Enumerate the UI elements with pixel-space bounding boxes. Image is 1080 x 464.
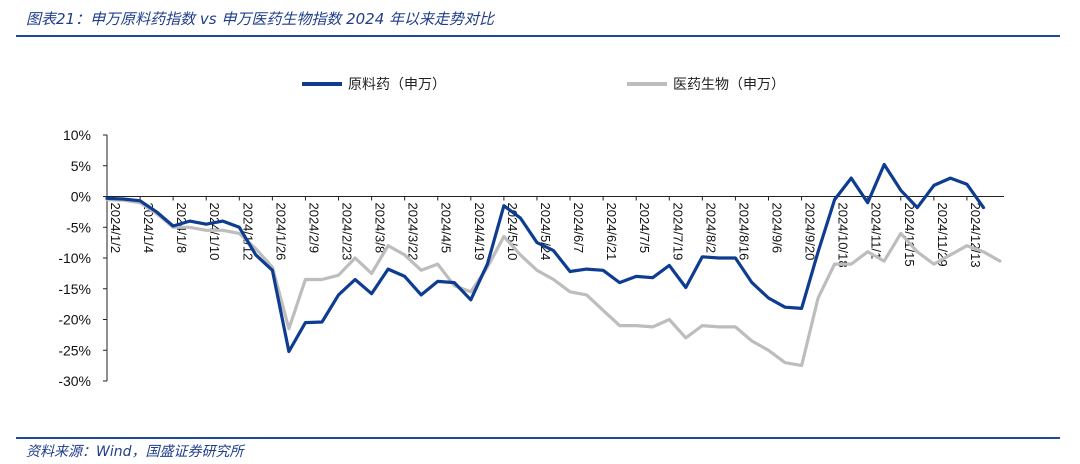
x-tick-label: 2024/7/19: [670, 203, 685, 261]
x-tick-label: 2024/11/15: [902, 203, 917, 267]
x-tick-label: 2024/3/8: [373, 203, 388, 254]
y-axis: 10% 5% 0% -5% -10% -15% -20% -25% -30%: [58, 127, 108, 389]
x-tick-label: 2024/11/29: [935, 203, 950, 267]
source-note: 资料来源：Wind，国盛证券研究所: [26, 444, 244, 460]
x-tick-label: 2024/8/16: [736, 203, 751, 261]
x-tick-label: 2024/4/19: [472, 203, 487, 261]
y-tick-label: -15%: [58, 281, 91, 297]
x-tick-label: 2024/2/9: [306, 203, 321, 254]
x-tick-label: 2024/6/21: [604, 203, 619, 261]
x-tick-label: 2024/6/7: [571, 203, 586, 254]
y-tick-label: -30%: [58, 373, 91, 389]
y-tick-label: -5%: [66, 219, 91, 235]
y-tick-label: -25%: [58, 342, 91, 358]
chart-title: 图表21：申万原料药指数 vs 申万医药生物指数 2024 年以来走势对比: [26, 10, 495, 28]
x-tick-label: 2024/1/2: [108, 203, 123, 254]
bottom-rule: [16, 437, 1060, 439]
x-tick-label: 2024/5/24: [538, 203, 553, 261]
x-tick-label: 2024/9/6: [769, 203, 784, 254]
x-tick-label: 2024/3/22: [406, 203, 421, 261]
x-tick-label: 2024/5/10: [505, 203, 520, 261]
x-tick-label: 2024/2/23: [340, 203, 355, 261]
y-tick-label: -10%: [58, 250, 91, 266]
x-tick-label: 2024/1/4: [141, 203, 156, 254]
legend: 原料药（申万） 医药生物（申万）: [302, 77, 785, 93]
x-tick-label: 2024/11/1: [869, 203, 884, 260]
top-rule: [16, 35, 1060, 37]
x-tick-label: 2024/12/13: [968, 203, 983, 268]
x-tick-label: 2024/9/20: [803, 203, 818, 261]
x-tick-label: 2024/4/5: [439, 203, 454, 254]
legend-label-2: 医药生物（申万）: [673, 77, 785, 93]
y-tick-label: -20%: [58, 312, 91, 328]
x-tick-label: 2024/8/2: [703, 203, 718, 254]
series-layer: [105, 162, 1002, 368]
y-tick-label: 0%: [71, 189, 91, 205]
x-tick-label: 2024/1/26: [273, 203, 288, 261]
legend-label-1: 原料药（申万）: [348, 77, 446, 93]
x-tick-label: 2024/7/5: [637, 203, 652, 254]
y-tick-label: 5%: [71, 158, 91, 174]
x-axis: 2024/1/2 2024/1/4 2024/1/8 2024/1/10 2024/1/…: [106, 196, 1004, 268]
series-line-1: [105, 162, 986, 354]
x-tick-label: 2024/10/18: [836, 203, 851, 268]
y-tick-label: 10%: [63, 127, 91, 143]
series-line-2: [105, 198, 1002, 368]
